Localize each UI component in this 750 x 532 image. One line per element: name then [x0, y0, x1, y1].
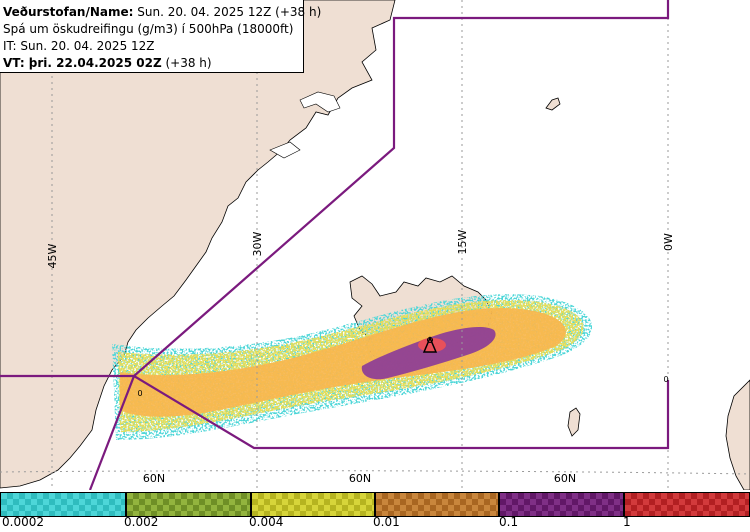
longitude-label: 30W — [251, 231, 264, 256]
product-title: Spá um öskudreifingu (g/m3) í 500hPa (18… — [3, 22, 294, 36]
valid-time-line: VT: þri. 22.04.2025 02Z (+38 h) — [3, 55, 303, 72]
legend-tick-label: 0.004 — [249, 515, 284, 529]
valid-time-label: VT: þri. 22.04.2025 02Z — [3, 56, 162, 70]
longitude-label: 15W — [456, 229, 469, 254]
longitude-label: 45W — [46, 243, 59, 268]
legend-swatch — [624, 492, 750, 517]
run-info-line: Veðurstofan/Name: Sun. 20. 04. 2025 12Z … — [3, 4, 321, 21]
name-label: Veðurstofan/Name: — [3, 5, 134, 19]
legend-swatch — [251, 492, 375, 517]
legend-swatch — [375, 492, 499, 517]
ash-dispersion-map: 45W 30W 15W 0W 60N 60N 60N 0 0 — [0, 0, 750, 491]
legend-tick-label: 0.0002 — [2, 515, 44, 529]
longitude-label: 0W — [662, 233, 675, 251]
legend-tick-label: 0.1 — [499, 515, 519, 529]
legend-tick-label: 1 — [623, 515, 631, 529]
latitude-label: 60N — [349, 472, 371, 485]
valid-time-offset: (+38 h) — [161, 56, 212, 70]
map-canvas: 45W 30W 15W 0W 60N 60N 60N 0 0 — [0, 0, 750, 491]
legend-swatch — [0, 492, 126, 517]
concentration-legend — [0, 490, 750, 532]
faroe-island — [567, 407, 581, 437]
ash-plume-high — [361, 327, 496, 380]
name-value: Sun. 20. 04. 2025 12Z (+38 h) — [133, 5, 322, 19]
greenland-fjord — [299, 91, 341, 113]
latitude-label: 60N — [143, 472, 165, 485]
contour-label: 0 — [137, 389, 142, 398]
greenland-fjord — [269, 141, 301, 159]
latitude-label: 60N — [554, 472, 576, 485]
forecast-info-box: Veðurstofan/Name: Sun. 20. 04. 2025 12Z … — [0, 0, 321, 73]
legend-swatch — [499, 492, 624, 517]
greenland-land — [0, 0, 396, 489]
legend-tick-label: 0.01 — [373, 515, 400, 529]
jan-mayen-island — [545, 97, 561, 111]
initial-time: IT: Sun. 20. 04. 2025 12Z — [3, 39, 155, 53]
legend-swatch — [126, 492, 251, 517]
volcano-marker-icon — [422, 336, 438, 353]
model-domain-boundary — [0, 0, 670, 491]
legend-tick-label: 0.002 — [124, 515, 159, 529]
contour-label: 0 — [663, 375, 668, 384]
